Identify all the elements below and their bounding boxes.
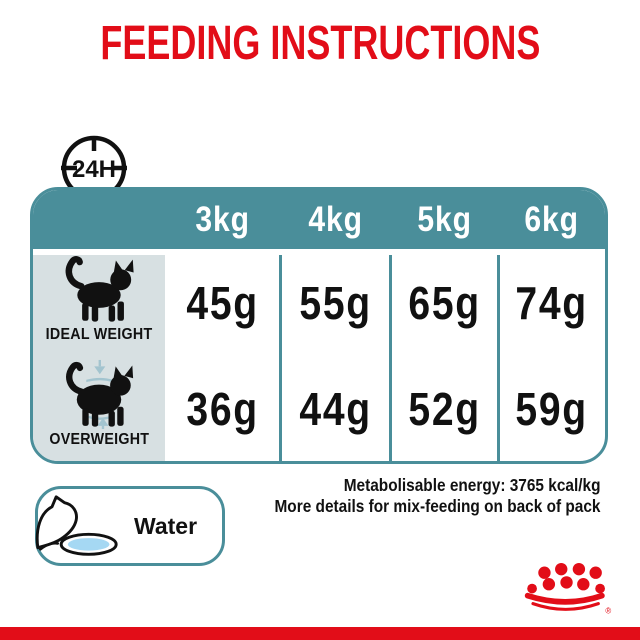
column-divider <box>389 255 392 461</box>
water-label: Water <box>134 512 198 539</box>
cell-ideal-4kg: 55g <box>299 276 373 329</box>
cell-ideal-6kg: 74g <box>515 276 589 329</box>
col-header-3kg: 3kg <box>195 199 251 239</box>
title-row: FEEDING INSTRUCTIONS <box>0 16 640 71</box>
col-header-5kg: 5kg <box>417 199 473 239</box>
column-divider <box>497 255 500 461</box>
page-title: FEEDING INSTRUCTIONS <box>99 17 541 70</box>
metabolisable-energy-note: Metabolisable energy: 3765 kcal/kg <box>343 475 600 495</box>
col-header-4kg: 4kg <box>308 199 364 239</box>
mix-feeding-note: More details for mix-feeding on back of … <box>273 496 600 516</box>
cell-over-4kg: 44g <box>299 382 373 435</box>
row-ideal-weight: IDEAL WEIGHT <box>33 249 165 356</box>
notes-block: Metabolisable energy: 3765 kcal/kg More … <box>230 475 600 517</box>
cell-ideal-3kg: 45g <box>186 276 260 329</box>
cell-over-6kg: 59g <box>515 382 589 435</box>
col-header-6kg: 6kg <box>524 199 580 239</box>
feeding-table: 3kg 4kg 5kg 6kg <box>30 187 608 464</box>
ideal-weight-cat-icon <box>65 256 134 322</box>
cat-drinking-water-icon <box>35 495 118 556</box>
water-reminder-box: Water <box>35 486 225 566</box>
cell-ideal-5kg: 65g <box>408 276 482 329</box>
column-divider <box>279 255 282 461</box>
cell-over-3kg: 36g <box>186 382 260 435</box>
clock-24h-label: 24H <box>72 156 116 183</box>
row-overweight: OVERWEIGHT <box>33 356 165 461</box>
table-header-bar <box>33 190 605 249</box>
cell-over-5kg: 52g <box>408 382 482 435</box>
24h-clock-icon: 24H <box>61 135 127 201</box>
row-label: IDEAL WEIGHT <box>45 326 153 343</box>
row-label: OVERWEIGHT <box>49 431 149 448</box>
royal-canin-crown-logo: ® <box>524 563 611 615</box>
overweight-cat-icon <box>66 359 134 429</box>
registered-mark: ® <box>605 606 611 615</box>
bottom-red-band <box>0 627 640 640</box>
